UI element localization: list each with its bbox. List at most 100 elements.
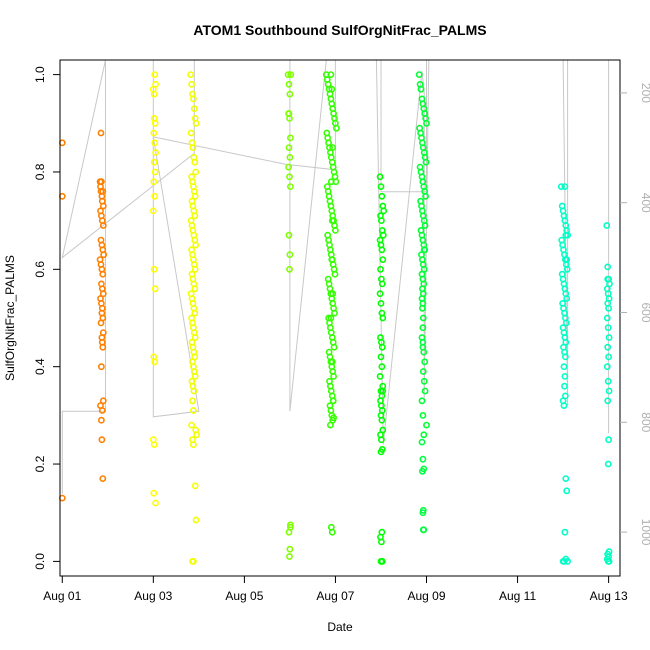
data-point [191,482,199,490]
data-point [376,372,384,380]
data-point [189,441,197,448]
data-point [331,226,339,234]
data-point [560,402,568,409]
data-point [605,304,612,312]
data-point [188,80,195,88]
data-point [561,372,569,380]
data-point [422,192,429,200]
data-point [188,421,195,429]
data-point [603,222,611,229]
data-point [326,421,334,429]
data-point [192,241,200,249]
data-point [287,71,295,78]
data-point [377,299,385,307]
data-point [557,183,565,190]
data-point [285,144,293,151]
y-tick-label: 0.4 [33,358,47,375]
data-point [419,455,427,463]
data-point [190,105,198,113]
data-point [418,397,426,405]
data-point [149,207,157,215]
data-point [332,124,340,132]
data-point [603,314,611,322]
data-point [329,144,337,151]
data-point [418,304,426,312]
data-point [420,246,428,254]
data-point [605,334,613,341]
data-point [150,178,158,186]
x-tick-label: Aug 07 [316,589,354,603]
data-point [100,251,108,259]
data-point [189,407,197,414]
data-point [191,309,199,317]
data-point [286,134,294,142]
data-point [605,387,613,395]
data-point [377,436,385,444]
x-tick-label: Aug 01 [43,589,81,603]
data-point [191,334,199,341]
right-tick-label: 200 [639,83,650,103]
data-point [327,71,335,78]
data-point [376,173,384,181]
data-point [379,256,387,263]
data-point [191,285,199,293]
data-point [286,251,294,259]
data-point [152,499,159,507]
data-point [604,397,612,405]
data-point [415,71,423,78]
data-point [420,348,428,356]
data-point [151,71,159,78]
data-point [286,90,294,98]
data-point [419,509,427,517]
data-point [150,489,158,497]
y-axis-label: SulfOrgNitFrac_PALMS [3,255,17,381]
data-point [99,343,107,351]
data-point [421,387,429,395]
y-tick-label: 0.6 [33,261,47,278]
data-point [98,407,106,414]
data-point [189,397,196,405]
data-point [378,343,386,351]
data-point [563,487,571,495]
data-point [604,377,612,385]
data-point [377,538,385,546]
data-point [418,438,426,446]
data-point [561,382,568,390]
data-point [378,558,386,565]
data-point [191,158,199,166]
data-point [189,144,197,151]
data-point [187,129,195,137]
data-point [150,441,158,448]
data-point [150,129,158,137]
data-point [419,411,427,419]
data-point [99,187,107,195]
data-point [421,222,429,229]
data-point [560,558,568,565]
data-point [380,207,388,215]
data-point [376,290,384,298]
data-point [189,558,197,565]
data-point [189,95,197,103]
data-point [191,212,199,220]
data-point [561,183,569,190]
data-point [422,158,430,166]
data-point [331,309,338,317]
plot-frame [59,59,621,577]
data-point [151,285,159,293]
data-point [377,183,385,190]
data-point [285,80,293,88]
data-point [285,528,293,536]
data-point [378,416,386,424]
data-point [378,246,386,254]
data-point [377,448,385,456]
data-point [285,163,292,171]
data-point [563,295,571,302]
data-point [286,153,294,161]
data-point [99,290,107,298]
data-point [379,231,387,239]
data-point [604,343,612,351]
data-point [377,265,384,273]
data-point [419,368,427,375]
data-point [328,256,336,263]
data-point [418,467,426,475]
